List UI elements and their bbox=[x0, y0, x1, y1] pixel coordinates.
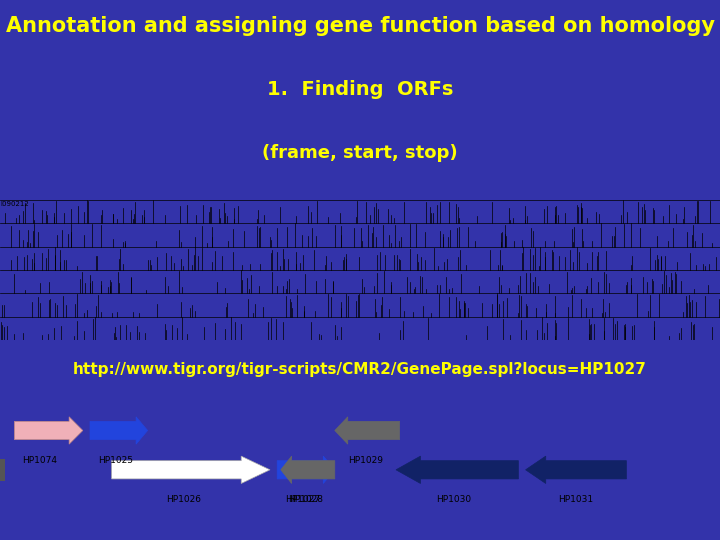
FancyArrow shape bbox=[281, 456, 335, 483]
Text: HP1026: HP1026 bbox=[166, 495, 201, 504]
FancyArrow shape bbox=[396, 456, 518, 483]
FancyArrow shape bbox=[112, 456, 270, 483]
Text: Annotation and assigning gene function based on homology: Annotation and assigning gene function b… bbox=[6, 16, 714, 36]
Text: HP1031: HP1031 bbox=[559, 495, 593, 504]
Text: HP1025: HP1025 bbox=[98, 456, 132, 465]
Text: (frame, start, stop): (frame, start, stop) bbox=[262, 144, 458, 162]
Text: l090212: l090212 bbox=[1, 200, 30, 206]
Text: HP1030: HP1030 bbox=[436, 495, 471, 504]
FancyArrow shape bbox=[277, 456, 335, 483]
FancyArrow shape bbox=[14, 417, 83, 444]
Text: 1.  Finding  ORFs: 1. Finding ORFs bbox=[267, 80, 453, 99]
FancyArrow shape bbox=[526, 456, 626, 483]
Text: HP1028: HP1028 bbox=[289, 495, 323, 504]
FancyArrow shape bbox=[335, 417, 400, 444]
Text: HP1027: HP1027 bbox=[285, 495, 320, 504]
Text: HP1029: HP1029 bbox=[348, 456, 383, 465]
FancyArrow shape bbox=[90, 417, 148, 444]
Bar bbox=[0, 458, 5, 481]
Text: http://www.tigr.org/tigr-scripts/CMR2/GenePage.spl?locus=HP1027: http://www.tigr.org/tigr-scripts/CMR2/Ge… bbox=[73, 362, 647, 377]
Text: HP1074: HP1074 bbox=[22, 456, 57, 465]
